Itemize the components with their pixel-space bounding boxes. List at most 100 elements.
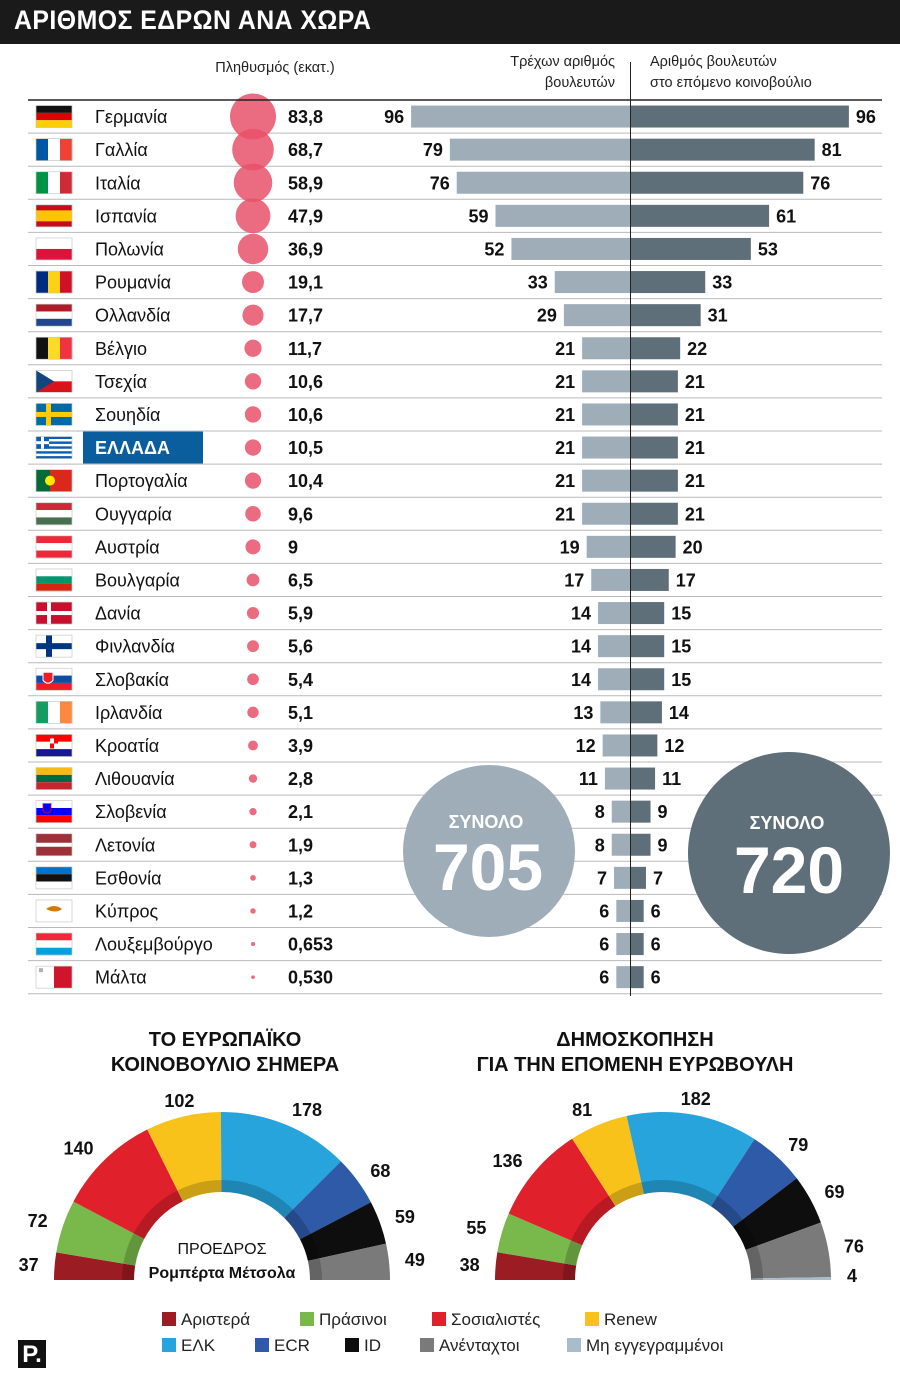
- population-bubble: [244, 373, 262, 390]
- current-seats-bar: [511, 237, 630, 260]
- current-seats-label: 17: [564, 570, 584, 590]
- legend-label: Μη εγγεγραμμένοι: [586, 1336, 724, 1355]
- current-seats-bar: [616, 899, 630, 922]
- hemicycle-value-label: 69: [825, 1182, 845, 1202]
- country-name: Σουηδία: [95, 405, 160, 425]
- parliament-hemicycle: 38 55 136 81 182 79 69 76 4: [460, 1089, 864, 1286]
- current-seats-bar: [616, 933, 630, 956]
- country-row: Γαλλία 68,7 79 81: [28, 128, 882, 171]
- country-row: Πολωνία 36,9 52 53: [28, 233, 882, 266]
- current-seats-bar: [586, 535, 630, 558]
- current-seats-label: 59: [468, 206, 488, 226]
- legend-item: Πράσινοι: [300, 1310, 387, 1330]
- hemicycle-segment: [710, 1139, 797, 1227]
- total-next-circle: [688, 752, 890, 954]
- current-seats-label: 19: [560, 537, 580, 557]
- current-seats-bar: [582, 370, 630, 393]
- current-seats-label: 6: [599, 968, 609, 988]
- country-name: Μάλτα: [95, 968, 147, 988]
- hemicycle-segment-shade: [563, 1263, 577, 1280]
- country-row: Λιθουανία 2,8 11 11: [28, 767, 882, 796]
- population-value: 9: [288, 537, 298, 557]
- current-seats-label: 7: [597, 868, 607, 888]
- population-bubble: [233, 163, 273, 203]
- population-bubble: [250, 942, 256, 947]
- country-name: Ιταλία: [95, 173, 141, 193]
- current-seats-label: 6: [599, 935, 609, 955]
- country-name: Ρουμανία: [95, 273, 171, 293]
- current-seats-label: 14: [571, 670, 591, 690]
- next-seats-label: 11: [662, 769, 681, 789]
- country-row: Ισπανία 47,9 59 61: [28, 198, 882, 234]
- current-seats-label: 52: [484, 239, 504, 259]
- country-name: Ισπανία: [95, 206, 157, 226]
- hemicycle-segment: [73, 1129, 183, 1239]
- country-row: Δανία 5,9 14 15: [28, 601, 882, 631]
- next-seats-header-line1: Αριθμός βουλευτών: [650, 54, 777, 70]
- highlight-box: [83, 431, 203, 464]
- population-bubble: [245, 539, 261, 555]
- country-name: Βέλγιο: [95, 339, 147, 359]
- country-name: Γερμανία: [95, 107, 167, 127]
- current-seats-label: 21: [555, 438, 575, 458]
- next-seats-bar: [630, 105, 849, 128]
- next-seats-label: 21: [685, 471, 705, 491]
- legend-swatch: [162, 1312, 176, 1326]
- population-value: 1,2: [288, 901, 313, 921]
- country-name: Πολωνία: [95, 239, 164, 259]
- hemicycle-value-label: 81: [572, 1100, 592, 1120]
- current-seats-bar: [611, 800, 630, 823]
- population-bubble: [244, 339, 262, 357]
- current-seats-bar: [598, 602, 630, 625]
- population-value: 6,5: [288, 570, 313, 590]
- population-bubble: [249, 841, 257, 849]
- hemicycle-segment-shade: [745, 1245, 763, 1279]
- country-row: Ουγγαρία 9,6 21 21: [28, 502, 882, 531]
- parliament-today-title-line2: ΚΟΙΝΟΒΟΥΛΙΟ ΣΗΜΕΡΑ: [110, 1054, 340, 1076]
- hemicycle-segment: [54, 1252, 136, 1280]
- population-bubble: [250, 874, 256, 881]
- next-seats-label: 6: [651, 901, 661, 921]
- country-row: Γερμανία 83,8 96 96: [28, 93, 882, 140]
- country-row: Ρουμανία 19,1 33 33: [28, 270, 882, 300]
- hemicycle-value-label: 55: [466, 1218, 486, 1238]
- next-seats-label: 21: [685, 372, 705, 392]
- hemicycle-value-label: 49: [405, 1250, 425, 1270]
- next-seats-bar: [630, 800, 651, 823]
- legend-item: Αριστερά: [162, 1310, 250, 1330]
- next-seats-bar: [630, 370, 678, 393]
- current-seats-label: 21: [555, 504, 575, 524]
- hemicycle-segment-shade: [177, 1180, 222, 1202]
- population-value: 9,6: [288, 504, 313, 524]
- next-seats-bar: [630, 138, 815, 161]
- hemicycle-segment-shade: [571, 1195, 616, 1246]
- hemicycle-value-label: 140: [63, 1138, 93, 1158]
- next-seats-label: 9: [658, 802, 668, 822]
- current-seats-bar: [582, 469, 630, 492]
- next-seats-bar: [630, 734, 658, 757]
- population-value: 58,9: [288, 173, 323, 193]
- population-value: 5,6: [288, 637, 313, 657]
- country-row: Λουξεμβούργο 0,653 6 6: [28, 932, 882, 962]
- country-name: Γαλλία: [95, 140, 148, 160]
- next-seats-bar: [630, 502, 678, 525]
- next-seats-bar: [630, 668, 665, 691]
- country-name: Ουγγαρία: [95, 504, 172, 524]
- legend-item: Σοσιαλιστές: [432, 1310, 540, 1330]
- hemicycle-segment-shade: [733, 1219, 757, 1250]
- current-seats-bar: [598, 668, 630, 691]
- current-seats-bar: [582, 502, 630, 525]
- country-row: Αυστρία 9 19 20: [28, 535, 882, 564]
- country-name: Δανία: [95, 604, 141, 624]
- population-bubble: [250, 908, 256, 914]
- next-seats-bar: [630, 403, 678, 426]
- current-seats-bar: [600, 701, 630, 724]
- legend-item: Renew: [585, 1310, 657, 1330]
- population-header: Πληθυσμός (εκατ.): [215, 60, 335, 76]
- hemicycle-segment: [508, 1138, 616, 1246]
- population-bubble: [244, 406, 262, 423]
- current-seats-bar: [611, 833, 630, 856]
- chart-title: ΑΡΙΘΜΟΣ ΕΔΡΩΝ ΑΝΑ ΧΩΡΑ: [14, 5, 372, 35]
- current-seats-label: 8: [595, 835, 605, 855]
- current-seats-header-line1: Τρέχων αριθμός: [510, 54, 615, 70]
